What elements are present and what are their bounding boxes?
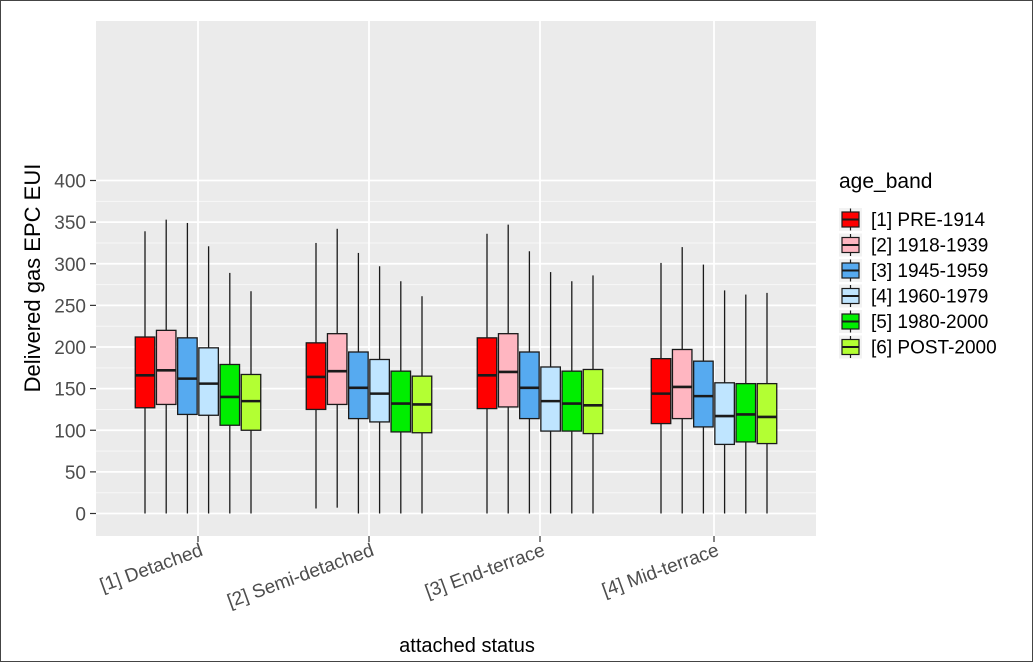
legend-label: [1] PRE-1914 <box>871 210 985 231</box>
legend-item: [1] PRE-1914 <box>839 208 985 231</box>
legend-item: [5] 1980-2000 <box>839 310 988 333</box>
box-group <box>476 224 604 514</box>
box-groups <box>134 219 778 514</box>
box-body <box>671 348 693 420</box>
boxplot-box <box>735 294 757 514</box>
legend-label: [5] 1980-2000 <box>871 312 988 333</box>
boxplot-box <box>347 252 369 514</box>
box-body <box>693 360 714 428</box>
legend-item: [2] 1918-1939 <box>839 233 988 257</box>
box-body <box>369 358 391 423</box>
box-body <box>347 351 369 420</box>
y-tick-label: 300 <box>54 255 86 276</box>
legend-label: [2] 1918-1939 <box>871 236 988 257</box>
y-tick-label: 100 <box>54 421 86 442</box>
box-body <box>198 347 220 416</box>
box-group <box>134 219 262 514</box>
box-group <box>650 247 778 514</box>
y-axis-title: Delivered gas EPC EUI <box>20 164 45 393</box>
x-tick-label: [3] End-terrace <box>422 540 547 603</box>
box-body <box>155 329 177 406</box>
box-body <box>561 370 583 432</box>
box-body <box>540 366 561 432</box>
legend-label: [3] 1945-1959 <box>871 261 988 282</box>
y-tick-label: 250 <box>54 296 86 317</box>
box-body <box>756 382 778 445</box>
boxplot-box <box>134 231 156 514</box>
legend: age_band [1] PRE-1914 [2] 1918-1939 [3] 19… <box>839 170 997 359</box>
boxplot-box <box>540 272 561 514</box>
boxplot-box <box>497 224 519 514</box>
box-body <box>390 370 412 433</box>
boxplot-box <box>198 246 220 514</box>
x-axis-title: attached status <box>399 635 535 657</box>
box-body <box>497 333 519 408</box>
y-axis: 0 50 100 150 200 250 300 350 400 <box>54 172 96 526</box>
boxplot-box <box>714 290 735 514</box>
y-tick-label: 350 <box>54 213 86 234</box>
boxplot-box <box>756 292 778 514</box>
box-body <box>650 358 672 425</box>
x-axis: [1] Detached [2] Semi-detached [3] End-ter… <box>97 536 722 612</box>
legend-item: [3] 1945-1959 <box>839 259 988 282</box>
boxplot-box <box>176 222 198 514</box>
box-body <box>176 337 198 416</box>
boxplot-box <box>519 251 540 514</box>
x-tick-label: [1] Detached <box>97 540 205 597</box>
legend-title: age_band <box>839 170 932 193</box>
box-group <box>305 228 433 514</box>
box-body <box>582 368 604 435</box>
boxplot-box <box>671 247 693 514</box>
boxplot-box <box>240 291 262 514</box>
box-body <box>134 336 156 409</box>
box-body <box>326 333 348 406</box>
boxplot-box <box>369 266 391 514</box>
box-body <box>219 363 241 426</box>
legend-item: [6] POST-2000 <box>839 335 997 359</box>
boxplot-box <box>390 281 412 514</box>
x-tick-label: [4] Mid-terrace <box>599 540 721 602</box>
boxplot-box <box>650 262 672 514</box>
x-tick-label: [2] Semi-detached <box>225 540 377 612</box>
box-body <box>714 382 735 446</box>
legend-item: [4] 1960-1979 <box>839 284 988 308</box>
box-body <box>519 351 540 420</box>
y-tick-label: 150 <box>54 380 86 401</box>
legend-items: [1] PRE-1914 [2] 1918-1939 [3] 1945-1959 [4… <box>839 208 997 359</box>
y-tick-label: 50 <box>65 463 86 484</box>
y-tick-label: 0 <box>75 505 86 526</box>
boxplot-box <box>326 228 348 508</box>
boxplot-box <box>476 233 498 514</box>
boxplot-box <box>561 281 583 514</box>
y-tick-label: 200 <box>54 338 86 359</box>
boxplot-box <box>582 275 604 514</box>
legend-label: [6] POST-2000 <box>871 338 997 359</box>
box-body <box>735 382 757 443</box>
box-body <box>476 337 498 410</box>
legend-label: [4] 1960-1979 <box>871 287 988 308</box>
boxplot-box <box>155 219 177 514</box>
y-tick-label: 400 <box>54 172 86 193</box>
boxplot-box <box>219 272 241 514</box>
boxplot-box <box>305 242 327 509</box>
plot-panel <box>96 21 816 536</box>
boxplot-box <box>693 264 714 514</box>
boxplot-box <box>411 296 433 514</box>
